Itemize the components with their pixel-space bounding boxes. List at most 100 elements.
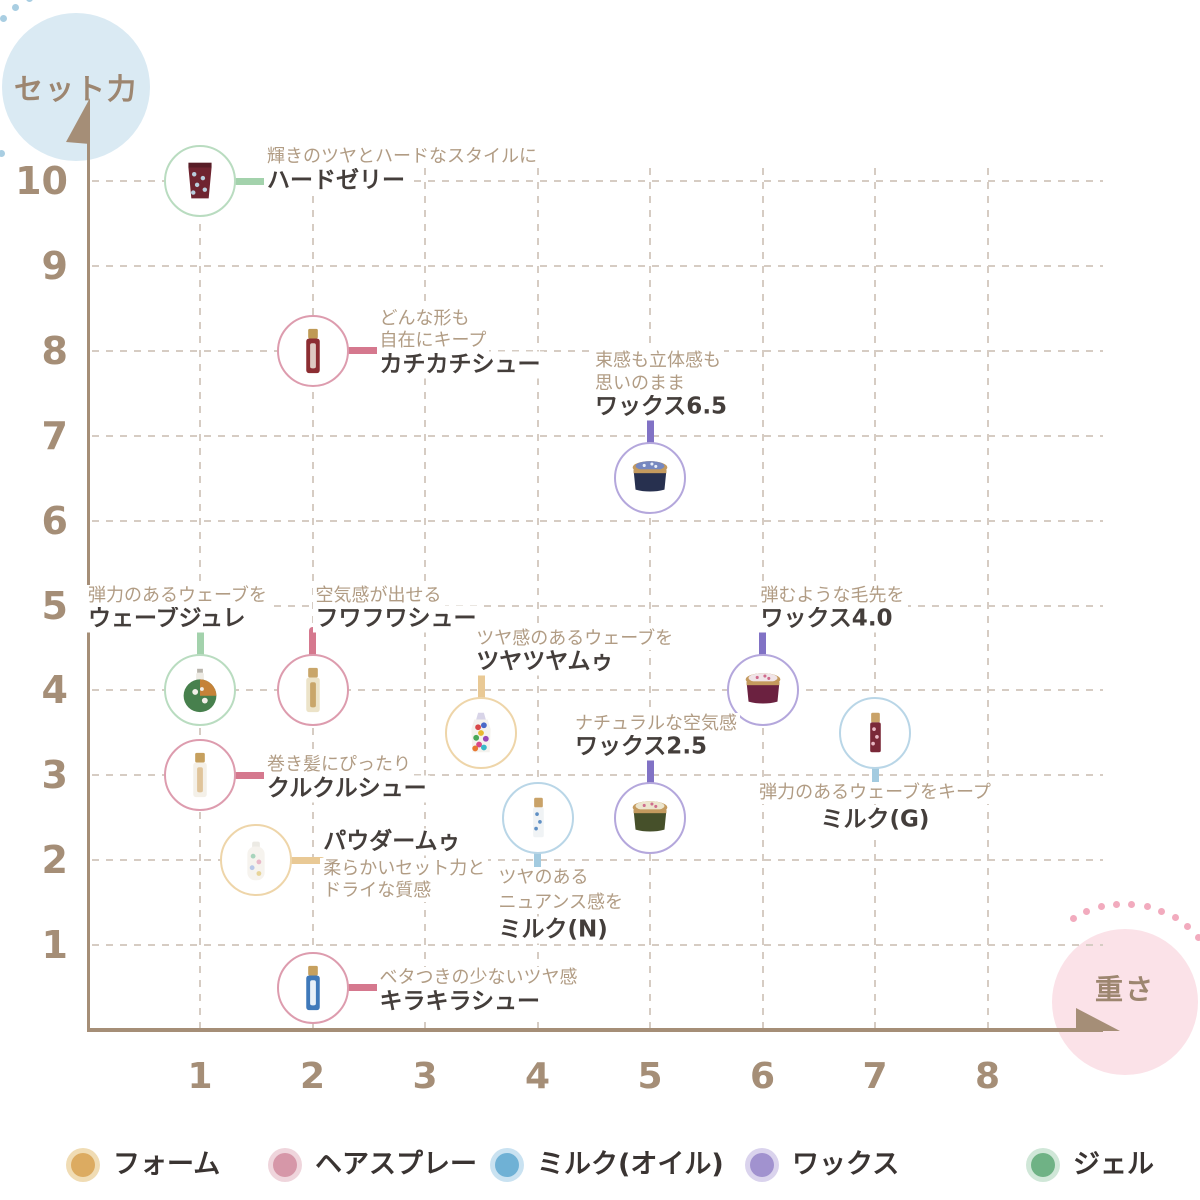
y-axis-line bbox=[87, 126, 90, 1031]
product-description: ベタつきの少ないツヤ感 bbox=[376, 966, 581, 989]
pink-arc-dot bbox=[1083, 908, 1091, 916]
pink-arc-dot bbox=[1112, 900, 1120, 908]
product-circle[interactable] bbox=[164, 654, 236, 727]
product-connector bbox=[871, 759, 879, 796]
product-circle[interactable] bbox=[445, 696, 518, 769]
y-tick-label: 1 bbox=[41, 923, 68, 968]
x-axis-bubble: 重さ bbox=[1052, 929, 1198, 1075]
product-connector bbox=[534, 844, 541, 881]
pink-arc-dot bbox=[1143, 903, 1151, 910]
product-name: クルクルシュー bbox=[264, 775, 430, 803]
y-tick-label: 6 bbox=[41, 498, 68, 543]
product-name: フワフワシュー bbox=[312, 605, 480, 633]
x-axis-title: 重さ bbox=[1094, 973, 1155, 1006]
product-description: 弾力のあるウェーブをキープ bbox=[756, 781, 994, 804]
product-connector bbox=[309, 627, 316, 664]
product-name: ウェーブジュレ bbox=[85, 605, 249, 633]
pink-arc-dot bbox=[1171, 914, 1179, 922]
legend-dot-inner bbox=[273, 1153, 297, 1177]
gridline-horizontal bbox=[92, 264, 1103, 267]
legend-dot-icon bbox=[490, 1148, 524, 1182]
product-icon bbox=[173, 663, 227, 717]
legend-label: ヘアスプレー bbox=[315, 1149, 477, 1180]
legend-dot-icon bbox=[745, 1148, 779, 1182]
x-tick-label: 4 bbox=[524, 1056, 551, 1097]
product-name: パウダームゥ bbox=[320, 828, 464, 856]
legend-dot-inner bbox=[71, 1153, 95, 1177]
product-name: ツヤツヤムゥ bbox=[473, 648, 617, 676]
legend-label: フォーム bbox=[113, 1149, 221, 1180]
product-description: 輝きのツヤとハードなスタイルに bbox=[264, 146, 540, 168]
x-tick-label: 2 bbox=[299, 1056, 326, 1097]
product-circle[interactable] bbox=[614, 442, 686, 515]
x-axis-line bbox=[87, 1028, 1103, 1032]
product-connector bbox=[646, 415, 654, 452]
y-tick-label: 2 bbox=[41, 838, 68, 883]
blue-arc-dot bbox=[0, 150, 6, 158]
x-tick-label: 1 bbox=[187, 1056, 213, 1097]
product-description: ナチュラルな空気感 bbox=[572, 712, 740, 735]
product-circle[interactable] bbox=[164, 739, 236, 812]
product-name: ミルク(G) bbox=[817, 806, 933, 834]
product-circle[interactable] bbox=[839, 696, 911, 769]
product-icon bbox=[173, 154, 227, 208]
product-connector bbox=[345, 984, 382, 992]
y-tick-label: 9 bbox=[41, 243, 68, 288]
legend-item-gel: ジェル bbox=[1026, 1147, 1154, 1183]
product-circle[interactable] bbox=[614, 781, 686, 854]
legend-dot-icon bbox=[66, 1148, 100, 1182]
gridline-vertical bbox=[649, 168, 651, 1028]
product-circle[interactable] bbox=[501, 781, 574, 854]
y-tick-label: 5 bbox=[41, 583, 68, 628]
y-axis-title: セット力 bbox=[13, 72, 138, 106]
pink-arc-dot bbox=[1128, 900, 1136, 908]
x-tick-label: 5 bbox=[637, 1056, 663, 1097]
blue-arc-dot bbox=[0, 14, 7, 22]
product-circle[interactable] bbox=[220, 824, 293, 897]
gridline-horizontal bbox=[92, 689, 1103, 692]
pink-arc-dot bbox=[1195, 934, 1200, 942]
legend-item-milk: ミルク(オイル) bbox=[490, 1147, 724, 1183]
product-circle[interactable] bbox=[276, 951, 349, 1024]
product-description: 柔らかいセット力と bbox=[320, 858, 489, 881]
pink-arc-dot bbox=[1158, 907, 1166, 915]
legend-item-foam: フォーム bbox=[66, 1147, 220, 1183]
product-circle[interactable] bbox=[276, 314, 349, 387]
product-icon bbox=[623, 451, 677, 505]
gridline-horizontal bbox=[92, 774, 1103, 777]
product-connector bbox=[289, 856, 326, 864]
y-tick-label: 7 bbox=[41, 413, 68, 458]
product-circle[interactable] bbox=[164, 145, 236, 217]
gridline-horizontal bbox=[92, 519, 1103, 522]
x-tick-label: 8 bbox=[974, 1056, 1001, 1097]
product-icon bbox=[736, 663, 790, 717]
product-icon bbox=[623, 791, 677, 845]
product-description: 束感も立体感も bbox=[592, 350, 724, 373]
product-connector bbox=[759, 627, 766, 664]
product-connector bbox=[196, 627, 204, 664]
gridline-vertical bbox=[536, 168, 539, 1028]
product-description: どんな形も bbox=[376, 307, 473, 330]
product-name: ミルク(N) bbox=[495, 916, 611, 944]
product-description: 自在にキープ bbox=[376, 329, 490, 352]
gridline-horizontal bbox=[92, 604, 1103, 607]
product-icon bbox=[229, 833, 283, 887]
product-connector bbox=[233, 177, 269, 185]
product-icon bbox=[286, 663, 340, 717]
x-axis-arrow-icon bbox=[1076, 1008, 1120, 1031]
legend-label: ワックス bbox=[792, 1149, 900, 1180]
legend-dot-inner bbox=[1031, 1153, 1055, 1177]
product-circle[interactable] bbox=[276, 654, 349, 727]
gridline-horizontal bbox=[92, 434, 1103, 437]
gridline-vertical bbox=[986, 168, 989, 1028]
product-description: 弾力のあるウェーブを bbox=[85, 585, 270, 608]
product-icon bbox=[511, 791, 565, 845]
x-tick-label: 7 bbox=[862, 1056, 888, 1097]
product-icon bbox=[848, 706, 902, 760]
x-tick-label: 6 bbox=[749, 1056, 776, 1097]
product-name: ワックス6.5 bbox=[592, 393, 731, 421]
gridline-horizontal bbox=[92, 180, 1103, 182]
y-tick-label: 4 bbox=[41, 668, 68, 713]
product-description: ドライな質感 bbox=[320, 880, 435, 903]
